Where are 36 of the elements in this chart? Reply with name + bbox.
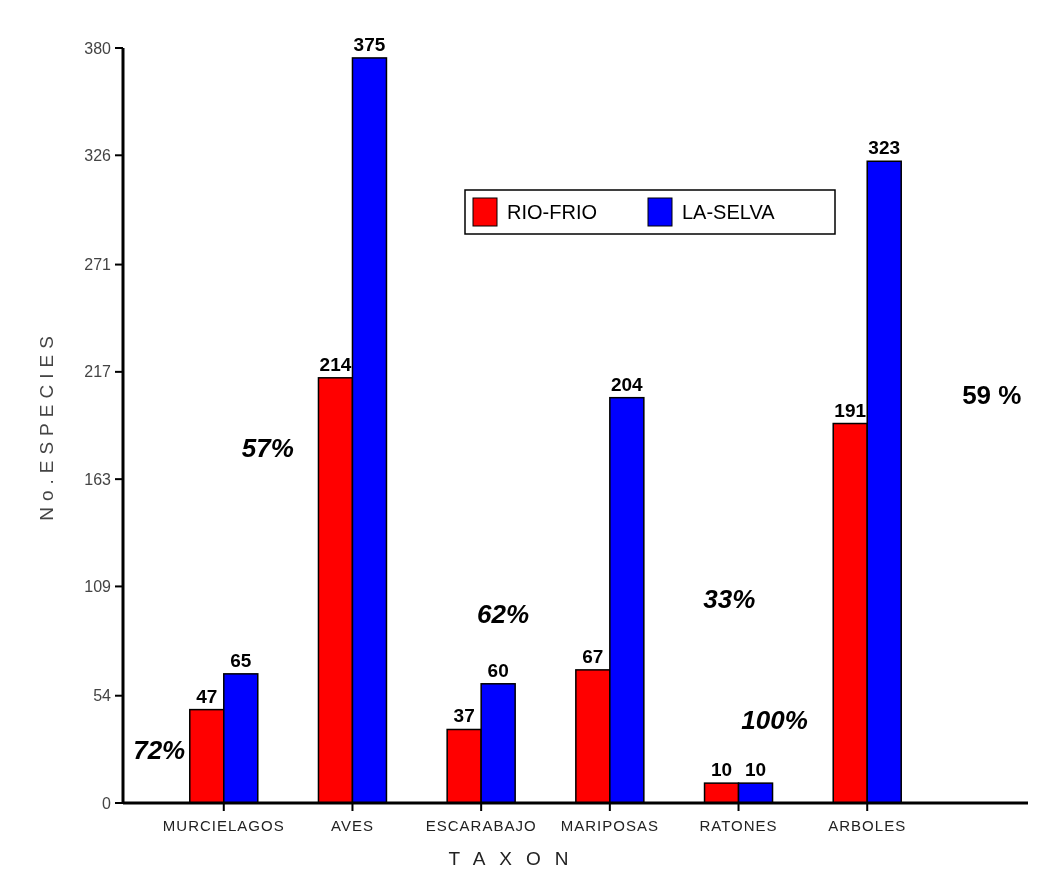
data-label: 204 <box>610 373 644 395</box>
annotation: 62% <box>477 599 530 630</box>
x-tick-label: ARBOLES <box>828 817 907 834</box>
y-tick-label: 54 <box>93 687 112 705</box>
annotation: 57% <box>241 433 294 464</box>
x-tick-label: MARIPOSAS <box>560 817 659 834</box>
y-tick-label: 271 <box>84 256 112 274</box>
data-label: 323 <box>868 137 901 159</box>
data-label: 67 <box>582 645 604 667</box>
annotation: 72% <box>133 735 186 766</box>
annotation: 59 % <box>962 380 1022 411</box>
x-axis-title: TAXON <box>448 848 583 869</box>
x-tick-label: ESCARABAJO <box>425 817 537 834</box>
data-label: 65 <box>230 649 252 671</box>
y-tick-label: 326 <box>84 146 112 164</box>
data-label: 37 <box>453 705 475 727</box>
x-tick-label: AVES <box>331 817 374 834</box>
y-tick-label: 163 <box>84 470 112 488</box>
y-axis-title: No.ESPECIES <box>36 330 57 521</box>
legend-label: RIO-FRIO <box>507 201 597 223</box>
y-tick-label: 217 <box>84 363 112 381</box>
x-tick-label: MURCIELAGOS <box>162 817 285 834</box>
data-label: 191 <box>834 399 867 421</box>
data-label: 60 <box>487 659 509 681</box>
y-tick-label: 380 <box>84 39 112 57</box>
annotation: 100% <box>741 705 808 736</box>
x-tick-label: RATONES <box>699 817 778 834</box>
y-tick-label: 0 <box>102 794 112 812</box>
legend-label: LA-SELVA <box>682 201 776 223</box>
annotation: 33% <box>703 584 756 615</box>
data-label: 10 <box>744 759 767 781</box>
y-tick-label: 109 <box>84 578 112 596</box>
data-label: 10 <box>710 759 733 781</box>
data-label: 375 <box>353 33 386 55</box>
data-label: 47 <box>196 685 218 707</box>
data-label: 214 <box>319 353 352 375</box>
